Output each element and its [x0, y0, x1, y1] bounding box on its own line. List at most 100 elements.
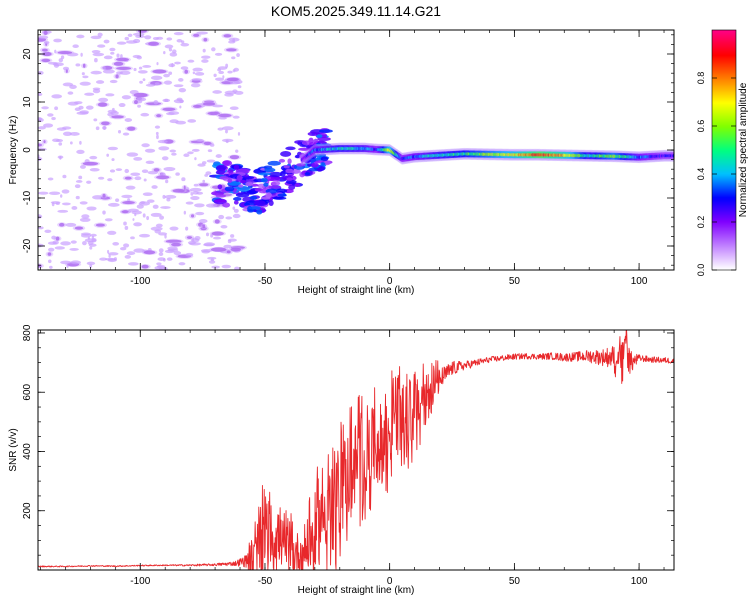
noise-speckle: [85, 105, 94, 110]
x-tick-label: 50: [509, 576, 521, 587]
noise-speckle: [127, 33, 133, 38]
noise-speckle: [91, 49, 101, 54]
transition-blob: [268, 200, 274, 207]
transition-blob: [320, 156, 329, 162]
noise-speckle: [52, 62, 64, 67]
colorbar-cell: [712, 208, 736, 211]
colorbar-cell: [712, 132, 736, 135]
transition-blob: [317, 136, 331, 142]
noise-speckle: [105, 93, 115, 97]
noise-speckle: [156, 262, 162, 266]
colorbar-cell: [712, 48, 736, 51]
noise-speckle: [212, 90, 223, 94]
noise-speckle: [217, 68, 222, 72]
noise-speckle: [38, 191, 49, 195]
noise-speckle-halo: [131, 92, 150, 98]
noise-speckle-halo: [113, 73, 121, 79]
chart-title: KOM5.2025.349.11.14.G21: [271, 3, 441, 19]
colorbar-cell: [712, 194, 736, 197]
noise-speckle: [124, 254, 131, 259]
y-tick-label: 400: [22, 443, 33, 460]
noise-speckle: [125, 185, 136, 190]
noise-speckle: [130, 236, 135, 240]
noise-speckle: [79, 140, 82, 145]
noise-speckle: [60, 241, 71, 246]
colorbar-cell: [712, 252, 736, 255]
noise-speckle: [92, 87, 101, 91]
noise-speckle: [127, 208, 139, 212]
noise-speckle: [187, 151, 194, 155]
colorbar-cell: [712, 234, 736, 237]
noise-speckle-halo: [169, 241, 184, 248]
noise-speckle-halo: [40, 51, 54, 57]
noise-speckle-halo: [120, 199, 137, 206]
transition-blob: [297, 141, 302, 146]
noise-speckle: [72, 44, 79, 49]
noise-speckle: [94, 58, 98, 63]
colorbar-cell: [712, 108, 736, 111]
noise-speckle-halo: [182, 69, 191, 75]
y-tick-label: 800: [22, 324, 33, 341]
colorbar-cell: [712, 162, 736, 165]
y-tick-label: 10: [22, 96, 33, 108]
transition-blob: [236, 174, 243, 181]
noise-speckle: [187, 119, 197, 123]
colorbar-cell: [712, 196, 736, 199]
noise-speckle: [62, 131, 73, 136]
transition-blob: [304, 172, 311, 176]
transition-blob: [307, 131, 319, 137]
noise-speckle-halo: [111, 61, 126, 67]
colorbar-cell: [712, 166, 736, 169]
y-tick-label: -10: [22, 190, 33, 205]
noise-speckle: [195, 211, 205, 216]
noise-speckle: [132, 32, 145, 36]
noise-speckle: [115, 198, 120, 203]
colorbar-cell: [712, 220, 736, 223]
noise-speckle: [90, 35, 102, 40]
noise-speckle-halo: [154, 174, 172, 180]
colorbar-ticks: 0.0 0.2 0.4 0.6 0.8: [696, 72, 736, 276]
noise-speckle: [150, 75, 163, 81]
noise-speckle-halo: [39, 47, 50, 53]
noise-speckle: [203, 242, 216, 247]
noise-speckle: [79, 201, 88, 205]
colorbar-cell: [712, 60, 736, 63]
noise-speckle: [89, 155, 98, 160]
noise-speckle: [69, 84, 77, 90]
colorbar-cell: [712, 44, 736, 47]
noise-speckle: [158, 146, 170, 151]
colorbar-cell: [712, 244, 736, 247]
noise-speckle: [178, 78, 184, 82]
noise-speckle: [215, 154, 222, 158]
noise-speckle: [237, 131, 241, 136]
colorbar-cell: [712, 200, 736, 203]
noise-speckle: [227, 70, 233, 74]
colorbar-cell: [712, 212, 736, 215]
noise-speckle: [49, 265, 53, 269]
transition-blob: [318, 129, 333, 133]
noise-speckle: [76, 149, 85, 155]
noise-speckle: [67, 91, 74, 95]
noise-speckle: [202, 48, 206, 53]
colorbar-cell: [712, 236, 736, 239]
transition-blob: [298, 147, 312, 151]
noise-speckle-halo: [132, 99, 140, 105]
colorbar-cell: [712, 198, 736, 201]
colorbar-cell: [712, 146, 736, 149]
noise-speckle: [150, 226, 163, 231]
transition-blob: [287, 158, 292, 165]
noise-speckle-halo: [181, 184, 188, 191]
noise-speckle-halo: [38, 263, 44, 269]
noise-speckle: [92, 52, 105, 57]
noise-speckle: [38, 243, 44, 248]
colorbar-cell: [712, 74, 736, 77]
snr-axes: -100 -50 0 50 100 200 400 600 800: [22, 324, 674, 587]
noise-speckle: [133, 156, 143, 161]
colorbar-cell: [712, 40, 736, 43]
noise-speckle: [154, 229, 162, 234]
colorbar-cell: [712, 214, 736, 217]
x-tick-label: -50: [258, 576, 273, 587]
colorbar-cell: [712, 186, 736, 189]
noise-speckle: [161, 156, 169, 161]
